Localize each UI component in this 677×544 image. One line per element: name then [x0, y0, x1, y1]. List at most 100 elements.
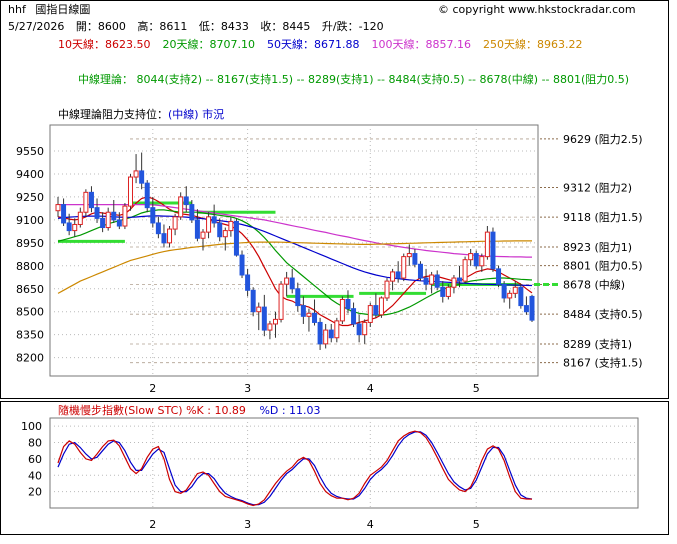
candle-body	[317, 321, 323, 345]
panel-title: 中線理論阻力支持位：(中線) 市況	[58, 108, 224, 121]
candle-body	[206, 216, 212, 233]
candle-body	[306, 312, 312, 317]
candle-body	[295, 288, 301, 307]
price-plot-area	[49, 124, 539, 377]
stc-x-tick-label: 5	[473, 518, 480, 531]
change-value: -120	[358, 20, 384, 33]
ohlc-row: 5/27/2026 開：8600 高：8611 低：8433 收：8445 升/…	[8, 20, 384, 33]
price-tick-label: 8950	[16, 237, 44, 250]
candle-body	[440, 286, 446, 297]
high-label: 高：	[137, 20, 160, 33]
candle-body	[518, 286, 524, 307]
ma-legend-item: 100天線：8857.16	[371, 38, 471, 51]
ma-legend-item: 20天線：8707.10	[162, 38, 256, 51]
ma-line	[57, 240, 532, 294]
candle-body	[217, 222, 223, 238]
panel-title-sub: (中線) 市況	[168, 108, 225, 121]
candle-body	[339, 298, 345, 322]
candle-body	[116, 219, 122, 227]
low-value: 8433	[220, 20, 249, 33]
candle-body	[144, 182, 150, 209]
level-label: 8923 (阻力1)	[563, 241, 632, 254]
candle-body	[445, 286, 451, 297]
price-tick-label: 9550	[16, 145, 44, 158]
stc-x-tick-label: 4	[367, 518, 374, 531]
candle-body	[289, 277, 295, 290]
high-value: 8611	[159, 20, 188, 33]
candle-body	[83, 191, 89, 213]
quote-date: 5/27/2026	[8, 20, 65, 33]
x-tick-label: 5	[473, 382, 480, 395]
price-panel-frame	[0, 0, 669, 399]
candle-body	[172, 216, 178, 230]
candle-body	[183, 196, 189, 206]
candle-body	[155, 222, 161, 235]
candle-body	[222, 230, 228, 238]
chart-title: 國指日線圖	[35, 3, 91, 16]
x-tick-label: 2	[149, 382, 156, 395]
candle-body	[189, 204, 195, 221]
candle-body	[406, 253, 412, 258]
price-tick-label: 9100	[16, 214, 44, 227]
candle-body	[328, 329, 334, 339]
stc-d-line	[57, 431, 533, 506]
ma-legend-item: 250天線：8963.22	[482, 38, 583, 51]
symbol-code: hhf	[8, 3, 26, 16]
candle-body	[261, 306, 267, 331]
candle-body	[395, 271, 401, 279]
level-label: 8678 (中線)	[563, 277, 625, 291]
ma-line	[58, 204, 532, 258]
header-title-row: hhf 國指日線圖	[8, 3, 90, 16]
candle-body	[384, 280, 390, 299]
candle-body	[267, 323, 273, 331]
price-tick-label: 8200	[16, 352, 44, 365]
theory-levels-line: 中線理論： 8044(支持2) -- 8167(支持1.5) -- 8289(支…	[78, 73, 630, 86]
candle-body	[490, 231, 496, 270]
stc-x-tick-label: 3	[244, 518, 251, 531]
candle-body	[133, 170, 139, 178]
candle-body	[468, 253, 474, 261]
candle-body	[451, 277, 457, 288]
candle-body	[111, 211, 117, 221]
candle-body	[423, 277, 429, 285]
candle-body	[127, 176, 133, 207]
candle-body	[523, 305, 529, 313]
candle-body	[457, 277, 463, 282]
candle-body	[88, 191, 94, 209]
candle-body	[239, 254, 245, 276]
candle-body	[55, 204, 61, 212]
candle-body	[66, 222, 72, 232]
candle-body	[434, 274, 440, 288]
stc-tick-label: 20	[28, 486, 42, 499]
candle-body	[245, 274, 251, 291]
candle-body	[194, 219, 200, 239]
x-tick-label: 3	[244, 382, 251, 395]
candle-body	[345, 298, 351, 310]
candle-body	[161, 233, 167, 244]
candle-body	[323, 329, 329, 345]
price-tick-label: 8350	[16, 329, 44, 342]
candle-body	[211, 216, 217, 224]
candle-body	[496, 268, 502, 285]
candle-body	[512, 286, 518, 294]
ma-legend-item: 10天線：8623.50	[58, 38, 151, 51]
candle-body	[272, 318, 278, 325]
price-tick-label: 8500	[16, 306, 44, 319]
stc-legend: 隨機慢步指數(Slow STC) %K : 10.89 %D : 11.03	[58, 404, 321, 417]
stc-d-value: %D : 11.03	[259, 404, 321, 417]
candle-body	[233, 220, 239, 256]
level-label: 9629 (阻力2.5)	[563, 133, 643, 146]
moving-average-legend: 10天線：8623.50 20天線：8707.10 50天線：8671.88 100天…	[58, 38, 594, 51]
candle-body	[200, 231, 206, 239]
candle-body	[484, 231, 490, 258]
stc-panel-frame	[0, 401, 669, 535]
close-label: 收：	[260, 20, 283, 33]
candle-body	[278, 283, 284, 320]
candle-body	[356, 323, 362, 336]
stc-k-line	[57, 430, 533, 507]
price-tick-label: 9250	[16, 191, 44, 204]
stc-tick-label: 100	[21, 420, 42, 433]
candle-body	[529, 295, 535, 321]
